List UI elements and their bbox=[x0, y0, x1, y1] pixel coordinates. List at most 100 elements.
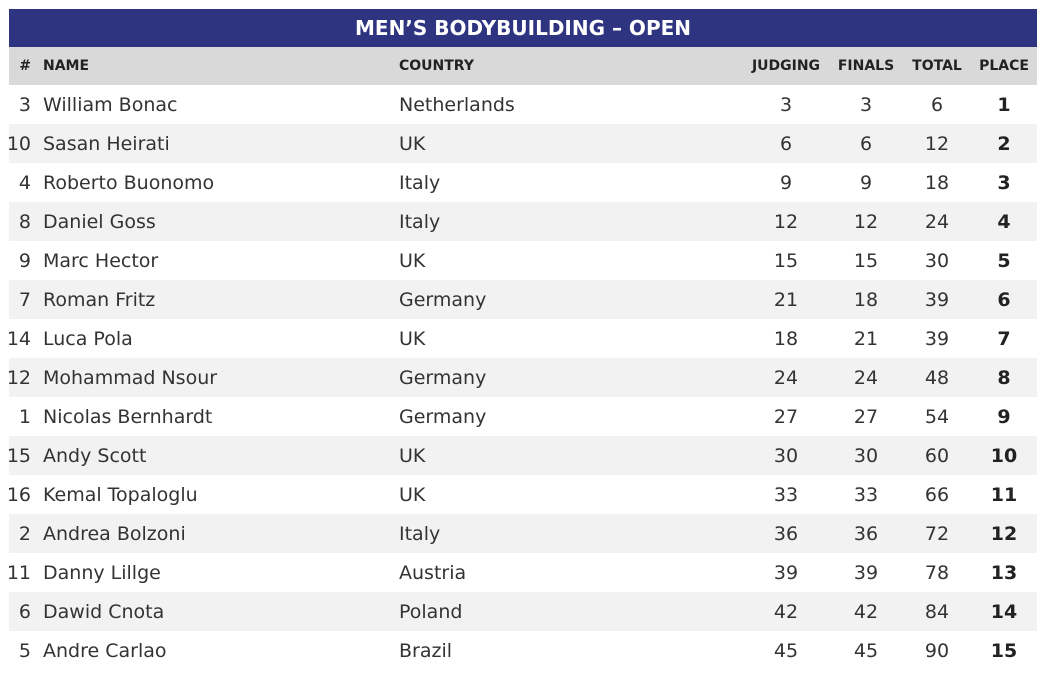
table-title: MEN’S BODYBUILDING – OPEN bbox=[9, 9, 1037, 47]
name-cell: Andre Carlao bbox=[43, 639, 167, 662]
total-cell: 48 bbox=[924, 366, 950, 389]
finals-cell: 18 bbox=[853, 288, 879, 311]
number-cell: 16 bbox=[6, 483, 31, 506]
total-cell: 78 bbox=[924, 561, 950, 584]
place-cell: 8 bbox=[997, 366, 1011, 389]
finals-cell: 15 bbox=[853, 249, 879, 272]
table-row: 16 Kemal Topaloglu UK 33 33 66 11 bbox=[6, 475, 1037, 514]
name-cell: Dawid Cnota bbox=[43, 600, 165, 623]
number-cell: 3 bbox=[18, 93, 31, 116]
total-cell: 72 bbox=[924, 522, 950, 545]
finals-cell: 9 bbox=[859, 171, 873, 194]
judging-cell: 27 bbox=[773, 405, 799, 428]
finals-cell: 27 bbox=[853, 405, 879, 428]
name-cell: Kemal Topaloglu bbox=[43, 483, 198, 506]
table-row: 12 Mohammad Nsour Germany 24 24 48 8 bbox=[6, 358, 1037, 397]
judging-cell: 42 bbox=[773, 600, 799, 623]
place-cell: 3 bbox=[997, 171, 1011, 194]
total-cell: 24 bbox=[924, 210, 950, 233]
place-cell: 11 bbox=[990, 483, 1018, 506]
judging-cell: 18 bbox=[773, 327, 799, 350]
total-cell: 60 bbox=[924, 444, 950, 467]
country-cell: COUNTRY bbox=[399, 58, 474, 74]
header-row: # NAME COUNTRY JUDGING FINALS TOTAL PLACE bbox=[9, 47, 1037, 85]
judging-cell: 9 bbox=[779, 171, 793, 194]
table-row: 6 Dawid Cnota Poland 42 42 84 14 bbox=[9, 592, 1037, 631]
number-cell: 4 bbox=[18, 171, 31, 194]
country-cell: Austria bbox=[399, 561, 467, 584]
name-cell: Luca Pola bbox=[43, 327, 133, 350]
name-cell: Mohammad Nsour bbox=[43, 366, 218, 389]
place-cell: 6 bbox=[997, 288, 1011, 311]
total-cell: 54 bbox=[924, 405, 950, 428]
place-cell: 10 bbox=[990, 444, 1018, 467]
place-cell: 7 bbox=[997, 327, 1011, 350]
judging-cell: 39 bbox=[773, 561, 799, 584]
number-cell: 8 bbox=[18, 210, 31, 233]
number-cell: 9 bbox=[18, 249, 31, 272]
country-cell: Germany bbox=[399, 288, 487, 311]
judging-cell: 6 bbox=[779, 132, 793, 155]
judging-cell: 3 bbox=[779, 93, 793, 116]
total-cell: 18 bbox=[924, 171, 950, 194]
total-cell: 30 bbox=[924, 249, 950, 272]
number-cell: 5 bbox=[18, 639, 31, 662]
judging-cell: 45 bbox=[773, 639, 799, 662]
total-cell: TOTAL bbox=[912, 58, 962, 74]
country-cell: Italy bbox=[399, 171, 441, 194]
name-cell: Danny Lillge bbox=[43, 561, 161, 584]
country-cell: Italy bbox=[399, 210, 441, 233]
judging-cell: 30 bbox=[773, 444, 799, 467]
total-cell: 90 bbox=[924, 639, 950, 662]
total-cell: 66 bbox=[924, 483, 950, 506]
table-row: 2 Andrea Bolzoni Italy 36 36 72 12 bbox=[9, 514, 1037, 553]
place-cell: 5 bbox=[997, 249, 1011, 272]
total-cell: 6 bbox=[930, 93, 944, 116]
place-cell: 12 bbox=[990, 522, 1018, 545]
name-cell: Andy Scott bbox=[43, 444, 147, 467]
total-cell: 39 bbox=[924, 288, 950, 311]
country-cell: UK bbox=[399, 249, 426, 272]
table-row: 10 Sasan Heirati UK 6 6 12 2 bbox=[6, 124, 1037, 163]
place-cell: 14 bbox=[990, 600, 1018, 623]
table-row: 1 Nicolas Bernhardt Germany 27 27 54 9 bbox=[9, 397, 1037, 436]
place-cell: 13 bbox=[990, 561, 1018, 584]
country-cell: UK bbox=[399, 132, 426, 155]
number-cell: 1 bbox=[18, 405, 31, 428]
place-cell: 2 bbox=[997, 132, 1011, 155]
table-row: 5 Andre Carlao Brazil 45 45 90 15 bbox=[9, 631, 1037, 670]
country-cell: Germany bbox=[399, 366, 487, 389]
number-cell: 12 bbox=[6, 366, 31, 389]
number-cell: 15 bbox=[6, 444, 31, 467]
table-row: 15 Andy Scott UK 30 30 60 10 bbox=[6, 436, 1037, 475]
country-cell: Netherlands bbox=[399, 93, 515, 116]
name-cell: Nicolas Bernhardt bbox=[43, 405, 213, 428]
finals-cell: FINALS bbox=[837, 58, 895, 74]
country-cell: Poland bbox=[399, 600, 463, 623]
table-row: 8 Daniel Goss Italy 12 12 24 4 bbox=[9, 202, 1037, 241]
name-cell: William Bonac bbox=[43, 93, 178, 116]
name-cell: Sasan Heirati bbox=[43, 132, 170, 155]
finals-cell: 21 bbox=[853, 327, 879, 350]
country-cell: Italy bbox=[399, 522, 441, 545]
table-row: 4 Roberto Buonomo Italy 9 9 18 3 bbox=[9, 163, 1037, 202]
finals-cell: 30 bbox=[853, 444, 879, 467]
table-row: 7 Roman Fritz Germany 21 18 39 6 bbox=[9, 280, 1037, 319]
number-cell: 2 bbox=[18, 522, 31, 545]
place-cell: 4 bbox=[997, 210, 1011, 233]
country-cell: Germany bbox=[399, 405, 487, 428]
finals-cell: 6 bbox=[859, 132, 873, 155]
finals-cell: 24 bbox=[853, 366, 879, 389]
place-cell: 1 bbox=[997, 93, 1011, 116]
place-cell: PLACE bbox=[979, 58, 1029, 74]
number-cell: 6 bbox=[18, 600, 31, 623]
number-cell: 14 bbox=[6, 327, 31, 350]
table-row: 11 Danny Lillge Austria 39 39 78 13 bbox=[7, 553, 1037, 592]
total-cell: 39 bbox=[924, 327, 950, 350]
country-cell: Brazil bbox=[399, 639, 453, 662]
country-cell: UK bbox=[399, 483, 426, 506]
country-cell: UK bbox=[399, 444, 426, 467]
number-cell: 10 bbox=[6, 132, 31, 155]
finals-cell: 36 bbox=[853, 522, 879, 545]
